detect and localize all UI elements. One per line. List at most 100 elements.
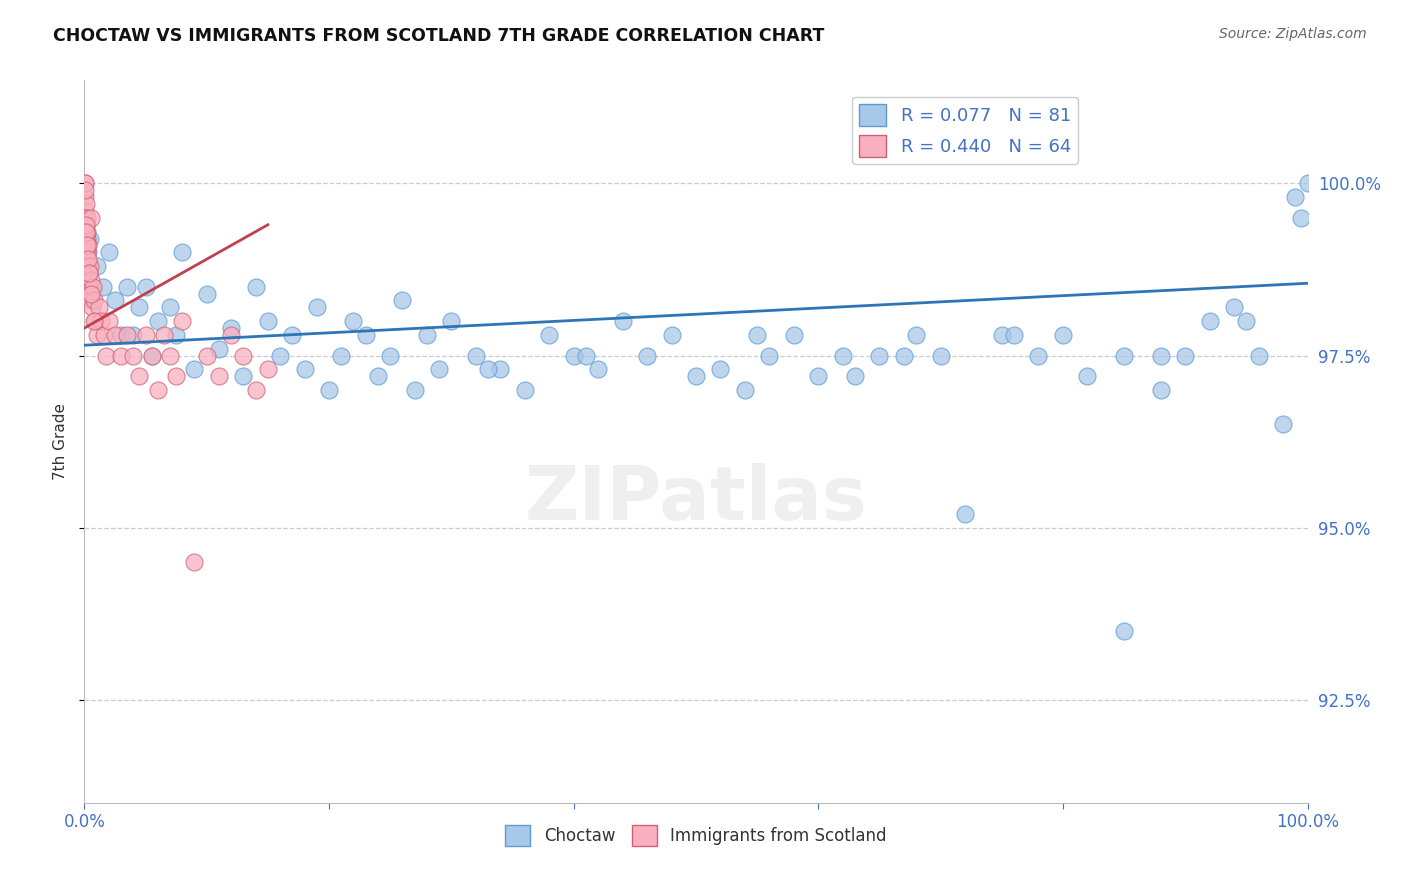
Point [96,349,118,363]
Point [80,286,103,301]
Point [1052,327,1074,342]
Point [135,279,157,293]
Text: CHOCTAW VS IMMIGRANTS FROM SCOTLAND 7TH GRADE CORRELATION CHART: CHOCTAW VS IMMIGRANTS FROM SCOTLAND 7TH … [53,27,825,45]
Point [75,211,97,225]
Point [219,327,242,342]
Point [76,225,98,239]
Point [586,362,609,376]
Point [77,279,100,293]
Point [1028,349,1050,363]
Point [73,177,96,191]
Point [354,327,377,342]
Point [427,362,450,376]
Point [831,349,853,363]
Point [172,314,194,328]
Point [281,327,304,342]
Point [75,218,97,232]
Point [153,327,176,342]
Point [391,293,413,308]
Text: ZIPatlas: ZIPatlas [524,463,868,536]
Point [165,327,187,342]
Point [404,383,426,397]
Point [257,362,280,376]
Point [128,369,150,384]
Point [104,293,127,308]
Point [612,314,634,328]
Point [1296,177,1319,191]
Point [80,211,103,225]
Point [1114,624,1136,638]
Point [305,301,328,315]
Point [330,349,353,363]
Point [75,177,97,191]
Point [128,301,150,315]
Point [183,362,205,376]
Point [1114,349,1136,363]
Point [75,204,97,219]
Point [562,349,585,363]
Point [929,349,952,363]
Point [953,507,976,521]
Point [807,369,830,384]
Point [141,349,163,363]
Point [232,349,254,363]
Point [75,245,97,260]
Point [489,362,512,376]
Point [342,314,364,328]
Point [636,349,658,363]
Point [1223,301,1246,315]
Point [75,218,97,232]
Point [183,555,205,569]
Point [82,301,104,315]
Point [1150,383,1173,397]
Point [208,342,231,356]
Point [76,238,98,252]
Point [208,369,231,384]
Point [758,349,780,363]
Legend: Choctaw, Immigrants from Scotland: Choctaw, Immigrants from Scotland [499,819,893,852]
Point [77,259,100,273]
Point [165,369,187,384]
Point [122,327,145,342]
Point [367,369,389,384]
Point [538,327,561,342]
Point [110,349,132,363]
Point [734,383,756,397]
Point [477,362,499,376]
Point [76,238,98,252]
Point [110,327,132,342]
Point [77,279,100,293]
Point [257,314,280,328]
Point [416,327,439,342]
Point [75,190,97,204]
Point [380,349,402,363]
Point [269,349,291,363]
Point [245,279,267,293]
Point [97,314,120,328]
Point [90,314,112,328]
Point [82,279,104,293]
Point [1247,349,1270,363]
Point [83,293,105,308]
Point [318,383,340,397]
Point [79,293,101,308]
Point [135,327,157,342]
Point [115,279,138,293]
Point [991,327,1014,342]
Text: Source: ZipAtlas.com: Source: ZipAtlas.com [1219,27,1367,41]
Point [75,211,97,225]
Point [76,231,98,245]
Point [709,362,731,376]
Y-axis label: 7th Grade: 7th Grade [52,403,67,480]
Point [77,252,100,267]
Point [195,349,218,363]
Point [75,183,97,197]
Point [219,321,242,335]
Point [84,314,107,328]
Point [440,314,463,328]
Point [905,327,928,342]
Point [464,349,486,363]
Point [91,279,114,293]
Point [1291,211,1313,225]
Point [159,301,181,315]
